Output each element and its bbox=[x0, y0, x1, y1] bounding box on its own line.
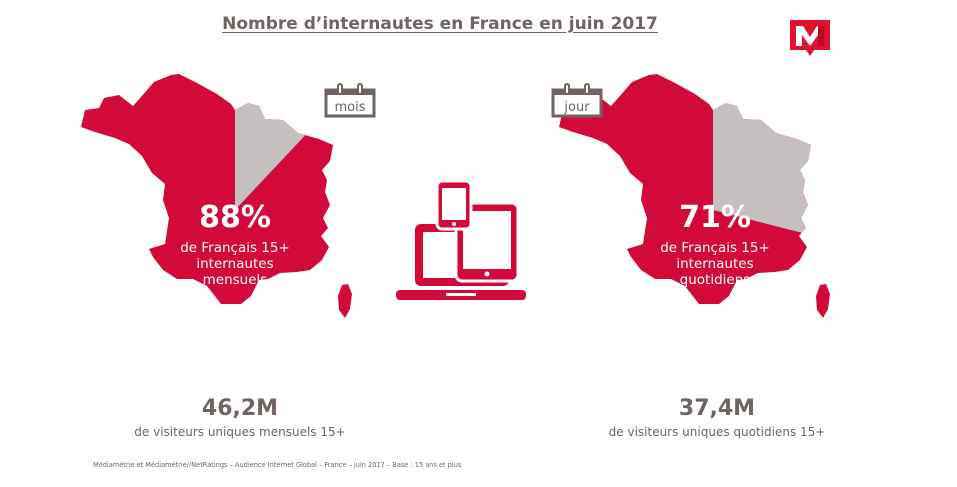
page-title: Nombre d’internautes en France en juin 2… bbox=[222, 14, 658, 34]
period-label-daily: jour bbox=[563, 100, 590, 115]
visitors-value-daily: 37,4M bbox=[678, 396, 756, 421]
visitors-label-daily: de visiteurs uniques quotidiens 15+ bbox=[608, 425, 826, 439]
period-label-monthly: mois bbox=[334, 100, 365, 115]
mediametrie-logo bbox=[790, 20, 830, 56]
percent-label-monthly: 88% bbox=[199, 200, 271, 235]
description-daily: de Français 15+ internautes quotidiens bbox=[660, 240, 770, 288]
france-map-monthly bbox=[81, 74, 352, 318]
source-note: Médiamétrie et Médiamétrie//NetRatings –… bbox=[93, 461, 462, 469]
percent-label-daily: 71% bbox=[679, 200, 751, 235]
devices-icon bbox=[396, 179, 526, 300]
calendar-icon: jour bbox=[551, 83, 603, 118]
calendar-icon: mois bbox=[324, 83, 376, 118]
description-monthly: de Français 15+ internautes mensuels bbox=[180, 240, 290, 288]
visitors-value-monthly: 46,2M bbox=[201, 396, 279, 421]
france-map-daily bbox=[559, 74, 830, 318]
visitors-label-monthly: de visiteurs uniques mensuels 15+ bbox=[134, 425, 346, 439]
